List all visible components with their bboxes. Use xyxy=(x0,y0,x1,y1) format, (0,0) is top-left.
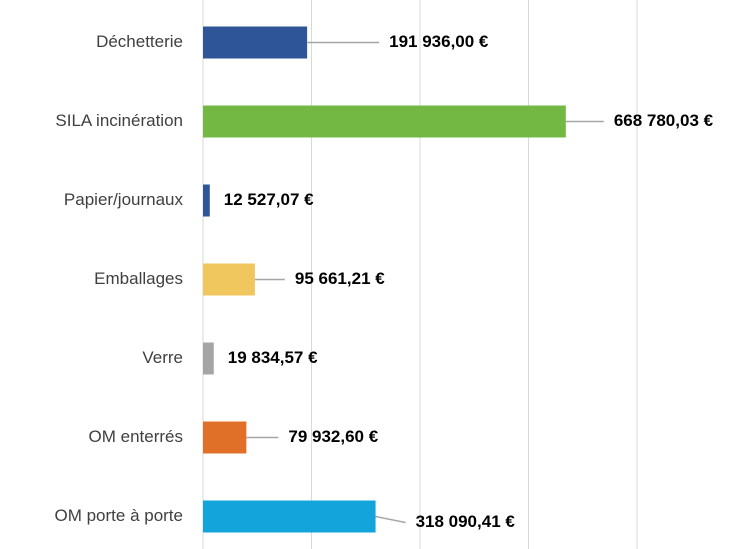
category-label: Emballages xyxy=(94,269,183,288)
bar xyxy=(203,342,214,375)
category-label: SILA incinération xyxy=(55,111,183,130)
category-label: OM enterrés xyxy=(89,427,183,446)
value-label: 12 527,07 € xyxy=(224,190,314,209)
bar xyxy=(203,500,376,533)
bar xyxy=(203,184,210,217)
value-label: 318 090,41 € xyxy=(416,512,516,531)
bar xyxy=(203,105,566,138)
value-label: 191 936,00 € xyxy=(389,32,489,51)
category-label: Papier/journaux xyxy=(64,190,184,209)
value-label: 668 780,03 € xyxy=(614,111,714,130)
bar xyxy=(203,263,255,296)
category-label: OM porte à porte xyxy=(54,506,183,525)
value-label: 79 932,60 € xyxy=(288,427,378,446)
category-label: Déchetterie xyxy=(96,32,183,51)
value-label: 19 834,57 € xyxy=(228,348,318,367)
value-label: 95 661,21 € xyxy=(295,269,385,288)
bar xyxy=(203,26,308,59)
leader-line xyxy=(375,515,406,524)
bar xyxy=(203,421,247,454)
category-label: Verre xyxy=(142,348,183,367)
